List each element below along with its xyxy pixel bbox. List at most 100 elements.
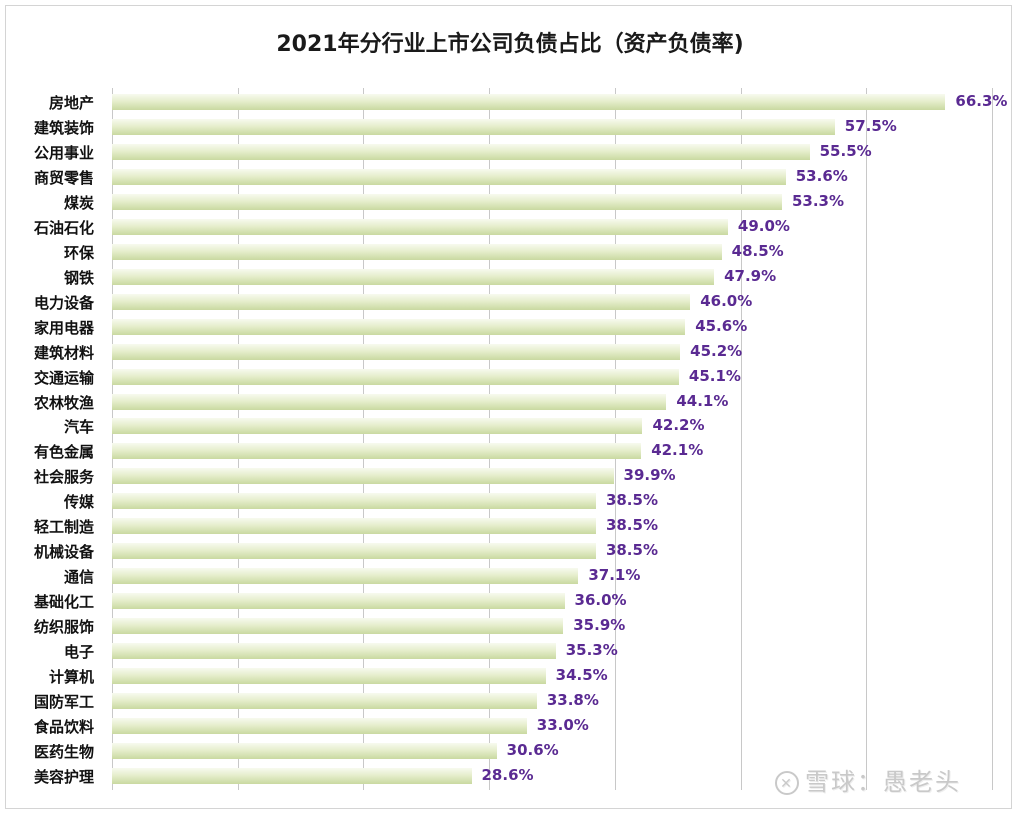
category-label: 机械设备 [33, 543, 94, 562]
watermark-text: 雪球：愚老头 [805, 768, 961, 796]
bar [112, 767, 472, 784]
category-label: 汽车 [63, 418, 94, 437]
bar-row: 传媒 38.5% [64, 489, 1020, 514]
category-label: 煤炭 [63, 193, 94, 212]
plot-area: 房地产 66.3% 建筑装饰 57.5% 公用事业 55.5% 商贸零售 53.6% 煤炭 53.… [34, 88, 1007, 790]
value-label: 38.5% [605, 541, 658, 560]
bar-row: 有色金属 42.1% [34, 439, 1020, 464]
category-label: 食品饮料 [33, 718, 94, 736]
bar [112, 268, 715, 285]
category-label: 美容护理 [33, 767, 94, 786]
bar-row: 社会服务 39.9% [34, 464, 1020, 489]
value-label: 45.1% [688, 366, 741, 385]
bar [112, 493, 596, 510]
bar-row: 石油石化 49.0% [34, 215, 1020, 240]
category-label: 环保 [63, 243, 94, 262]
category-label: 国防军工 [33, 693, 94, 712]
bar-row: 国防军工 33.8% [34, 689, 1020, 714]
value-label: 49.0% [737, 216, 790, 235]
bar [112, 243, 722, 260]
value-label: 55.5% [819, 141, 872, 160]
bar-row: 建筑材料 45.2% [34, 340, 1020, 365]
bar-row: 通信 37.1% [64, 564, 1020, 589]
bar [112, 143, 810, 160]
category-label: 电子 [63, 643, 94, 662]
bar [112, 643, 556, 660]
gridline [489, 88, 491, 790]
category-label: 电力设备 [33, 293, 94, 312]
watermark: ✕ 雪球：愚老头 [775, 762, 961, 797]
category-label: 通信 [63, 568, 94, 587]
bar-row: 钢铁 47.9% [64, 265, 1020, 290]
category-label: 房地产 [48, 94, 94, 112]
value-label: 35.9% [573, 616, 626, 635]
bar-row: 轻工制造 38.5% [34, 514, 1020, 539]
value-label: 45.2% [690, 341, 743, 360]
value-label: 33.8% [546, 691, 599, 710]
bar [112, 193, 782, 210]
bar-row: 医药生物 30.6% [34, 739, 1020, 764]
bar-row: 电子 35.3% [64, 639, 1020, 664]
bar-row: 汽车 42.2% [64, 414, 1020, 439]
category-label: 建筑装饰 [33, 118, 94, 137]
bar [112, 718, 527, 734]
value-label: 44.1% [676, 391, 729, 410]
category-label: 钢铁 [63, 268, 94, 287]
bar [112, 343, 681, 360]
category-label: 传媒 [63, 493, 94, 512]
value-label: 53.3% [791, 191, 845, 210]
value-label: 39.9% [623, 466, 676, 485]
category-label: 有色金属 [33, 443, 94, 462]
category-label: 公用事业 [33, 143, 94, 162]
value-label: 38.5% [605, 516, 658, 535]
bar-row: 农林牧渔 44.1% [34, 390, 1020, 415]
gridline [614, 88, 616, 790]
bar-row: 纺织服饰 35.9% [34, 614, 1020, 639]
value-label: 28.6% [481, 765, 534, 784]
bar [112, 543, 596, 560]
category-label: 社会服务 [33, 468, 94, 487]
bar-row: 家用电器 45.6% [34, 315, 1020, 340]
bar [112, 693, 537, 710]
bar [112, 568, 579, 585]
category-label: 交通运输 [33, 368, 94, 387]
category-label: 纺织服饰 [33, 618, 94, 637]
value-label: 35.3% [565, 641, 618, 660]
bar-row: 美容护理 28.6% [34, 764, 1020, 789]
value-label: 42.1% [651, 441, 704, 460]
gridline [991, 88, 993, 790]
value-label: 53.6% [795, 166, 848, 185]
bar-row: 交通运输 45.1% [34, 365, 1020, 390]
gridline [866, 88, 868, 790]
category-label: 家用电器 [33, 318, 94, 337]
bar-row: 煤炭 53.3% [64, 190, 1020, 215]
value-label: 30.6% [506, 740, 559, 759]
bar [112, 593, 565, 610]
chart-title: 2021年分行业上市公司负债占比（资产负债率) [276, 32, 744, 57]
gridline [740, 88, 742, 790]
bar-row: 房地产 66.3% [49, 90, 1020, 115]
value-label: 48.5% [731, 241, 784, 260]
value-label: 38.5% [605, 491, 658, 510]
bar-row: 环保 48.5% [64, 240, 1020, 265]
category-label: 轻工制造 [33, 518, 94, 537]
bar [112, 118, 835, 135]
bar [112, 293, 691, 310]
bar [112, 742, 497, 759]
category-label: 计算机 [48, 668, 94, 687]
bar [112, 618, 564, 635]
value-label: 45.6% [695, 316, 748, 335]
xueqiu-logo-icon: ✕ [775, 771, 799, 795]
value-label: 47.9% [724, 266, 777, 285]
bar [112, 468, 614, 485]
bar [112, 443, 642, 460]
bar-row: 机械设备 38.5% [34, 539, 1020, 564]
bar [112, 668, 546, 685]
bar-row: 食品饮料 33.0% [34, 714, 1020, 739]
bar [112, 418, 643, 435]
value-label: 36.0% [574, 591, 627, 610]
category-label: 建筑材料 [33, 343, 94, 362]
gridline [363, 88, 365, 790]
bar-row: 建筑装饰 57.5% [34, 115, 1020, 140]
value-label: 46.0% [700, 291, 753, 310]
